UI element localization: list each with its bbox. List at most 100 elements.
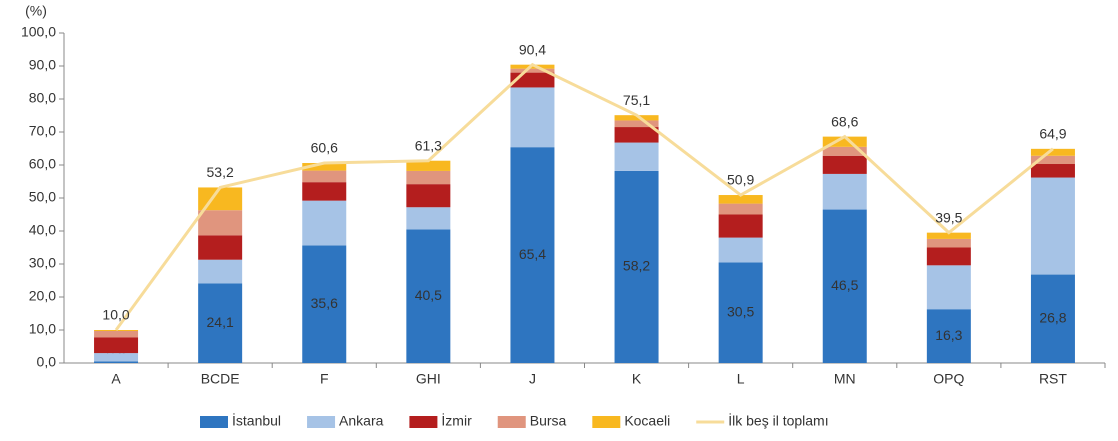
bar-segment — [198, 259, 243, 284]
bar-segment — [94, 330, 139, 331]
data-label: 40,5 — [415, 287, 442, 303]
x-tick-label: F — [320, 371, 329, 387]
legend-label: İlk beş il toplamı — [728, 412, 828, 429]
data-label: 58,2 — [623, 258, 650, 274]
y-axis-label: (%) — [25, 3, 47, 19]
bar-segment — [718, 195, 763, 204]
data-label: 50,9 — [727, 172, 754, 188]
bar-segment — [94, 330, 139, 338]
x-tick-label: L — [737, 371, 745, 387]
bar-segment — [614, 142, 659, 171]
data-label: 90,4 — [519, 41, 546, 57]
bar-segment — [510, 68, 555, 73]
data-label: 16,3 — [935, 327, 962, 343]
data-label: 53,2 — [207, 164, 234, 180]
bar-segment — [926, 265, 971, 310]
y-tick-label: 60,0 — [29, 156, 56, 172]
legend-label: Bursa — [530, 413, 567, 429]
bar-segment — [302, 245, 347, 363]
total-line — [114, 62, 1054, 331]
data-label: 64,9 — [1039, 126, 1066, 142]
legend-label: Ankara — [339, 413, 384, 429]
y-tick-label: 30,0 — [29, 255, 56, 271]
bar-segment — [510, 87, 555, 148]
legend-label: İzmir — [441, 412, 472, 429]
bar-segment — [926, 309, 971, 363]
bar-segment — [614, 170, 659, 363]
data-label: 39,5 — [935, 209, 962, 225]
y-tick-label: 10,0 — [29, 321, 56, 337]
bar-segment — [926, 232, 971, 239]
bar-segment — [94, 337, 139, 354]
data-label: 46,5 — [831, 277, 858, 293]
bar-segment — [406, 184, 451, 208]
x-tick-label: RST — [1039, 371, 1067, 387]
data-label: 24,1 — [207, 314, 234, 330]
data-label: 30,5 — [727, 303, 754, 319]
legend-swatch — [200, 416, 228, 428]
bar-segment — [822, 136, 867, 147]
y-tick-label: 80,0 — [29, 90, 56, 106]
bar-segment — [718, 214, 763, 238]
bar-segment — [822, 173, 867, 210]
y-tick-label: 20,0 — [29, 288, 56, 304]
data-label: 60,6 — [311, 140, 338, 156]
bar-segment — [94, 353, 139, 362]
x-tick-label: J — [529, 371, 536, 387]
y-tick-label: 70,0 — [29, 123, 56, 139]
x-tick-label: BCDE — [201, 371, 240, 387]
bar-segment — [198, 235, 243, 260]
bar-segment — [718, 203, 763, 215]
bar-segment — [406, 160, 451, 171]
bar-segment — [614, 115, 659, 121]
x-tick-label: MN — [834, 371, 856, 387]
y-tick-label: 90,0 — [29, 57, 56, 73]
data-label: 65,4 — [519, 246, 546, 262]
legend-label: İstanbul — [232, 412, 281, 429]
bar-segment — [302, 182, 347, 201]
x-tick-label: K — [632, 371, 642, 387]
bar-segment — [510, 147, 555, 363]
bar-segment — [302, 200, 347, 246]
bar-segment — [94, 361, 139, 363]
bar-segment — [614, 127, 659, 143]
legend-swatch — [409, 416, 438, 428]
x-tick-label: OPQ — [933, 371, 964, 387]
legend-swatch — [307, 416, 336, 428]
bar-segment — [302, 163, 347, 171]
data-label: 68,6 — [831, 113, 858, 129]
bar-segment — [822, 146, 867, 156]
y-tick-label: 40,0 — [29, 222, 56, 238]
bar-segment — [406, 229, 451, 363]
data-label: 75,1 — [623, 92, 650, 108]
legend-swatch — [497, 416, 526, 428]
bar-segment — [1030, 148, 1075, 156]
bar-segment — [614, 120, 659, 128]
x-tick-label: GHI — [416, 371, 441, 387]
data-label: 10,0 — [102, 307, 129, 323]
legend-swatch — [592, 416, 621, 428]
bar-segment — [1030, 164, 1075, 178]
data-label: 35,6 — [311, 295, 338, 311]
bar-segment — [198, 283, 243, 363]
legend-label: Kocaeli — [624, 413, 670, 429]
data-label: 61,3 — [415, 137, 442, 153]
bar-segment — [406, 170, 451, 185]
y-tick-label: 50,0 — [29, 189, 56, 205]
y-tick-label: 0,0 — [37, 354, 57, 370]
data-label: 26,8 — [1039, 309, 1066, 325]
bar-segment — [926, 238, 971, 248]
bar-segment — [1030, 155, 1075, 165]
y-tick-label: 100,0 — [21, 24, 56, 40]
bar-segment — [926, 247, 971, 266]
bar-segment — [822, 209, 867, 363]
bar-segment — [198, 210, 243, 236]
bar-segment — [822, 155, 867, 174]
bar-segment — [302, 170, 347, 183]
bar-segment — [718, 237, 763, 263]
bar-segment — [1030, 177, 1075, 275]
x-tick-label: A — [111, 371, 121, 387]
bar-segment — [1030, 274, 1075, 363]
bar-segment — [406, 207, 451, 230]
